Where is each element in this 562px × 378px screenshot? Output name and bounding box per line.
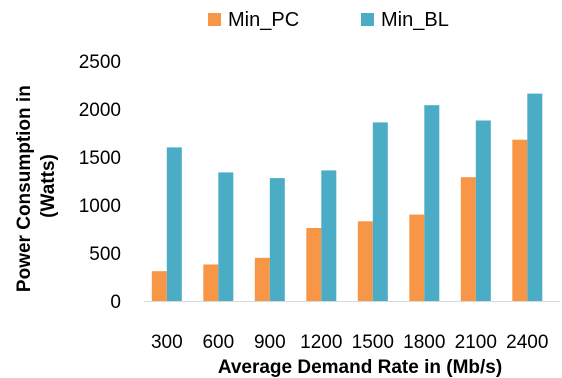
x-tick-label-600: 600 [202, 332, 234, 353]
bar-min-bl-1500 [372, 122, 388, 302]
y-tick-label-2000: 2000 [79, 100, 121, 121]
y-tick-label-500: 500 [89, 244, 121, 265]
x-tick-label-900: 900 [254, 332, 286, 353]
x-tick-label-300: 300 [151, 332, 183, 353]
x-tick-label-1500: 1500 [352, 332, 394, 353]
bar-min-pc-300 [151, 271, 167, 301]
bar-min-pc-1800 [409, 214, 425, 301]
bar-min-pc-600 [203, 264, 219, 301]
x-tick-label-1200: 1200 [300, 332, 342, 353]
y-tick-label-1000: 1000 [79, 196, 121, 217]
bar-min-pc-900 [254, 257, 270, 301]
bar-min-bl-600 [218, 172, 234, 301]
x-tick-label-1800: 1800 [403, 332, 445, 353]
bar-min-bl-1200 [321, 170, 337, 301]
y-tick-label-1500: 1500 [79, 148, 121, 169]
legend-label-min-bl: Min_BL [381, 9, 449, 31]
legend-label-min-pc: Min_PC [228, 9, 299, 31]
bar-min-pc-1200 [306, 228, 322, 301]
bar-min-bl-300 [166, 147, 182, 301]
bar-min-bl-1800 [424, 105, 440, 301]
y-axis-title: Power Consumption in (Watts) [14, 80, 59, 292]
bar-min-bl-2400 [527, 93, 543, 301]
legend-swatch-min-bl [361, 13, 374, 26]
y-axis-title-line-1: Power Consumption in [14, 85, 35, 292]
y-tick-label-0: 0 [110, 292, 121, 313]
x-tick-label-2100: 2100 [455, 332, 497, 353]
y-axis-title-line-2: (Watts) [38, 154, 59, 218]
y-tick-label-2500: 2500 [79, 52, 121, 73]
bar-min-bl-900 [269, 178, 285, 301]
legend-swatch-min-pc [208, 13, 221, 26]
bar-min-pc-2100 [460, 177, 476, 301]
bars [151, 93, 543, 302]
x-axis-title: Average Demand Rate in (Mb/s) [218, 357, 502, 378]
bar-min-bl-2100 [475, 120, 491, 301]
bar-min-pc-2400 [512, 139, 528, 301]
x-axis-ticks: 300 600 900 1200 1500 1800 2100 2400 [151, 332, 548, 353]
bar-min-pc-1500 [357, 221, 373, 301]
y-axis-ticks: 0 500 1000 1500 2000 2500 [79, 52, 121, 313]
x-tick-label-2400: 2400 [506, 332, 548, 353]
legend: Min_PC Min_BL [208, 9, 449, 31]
